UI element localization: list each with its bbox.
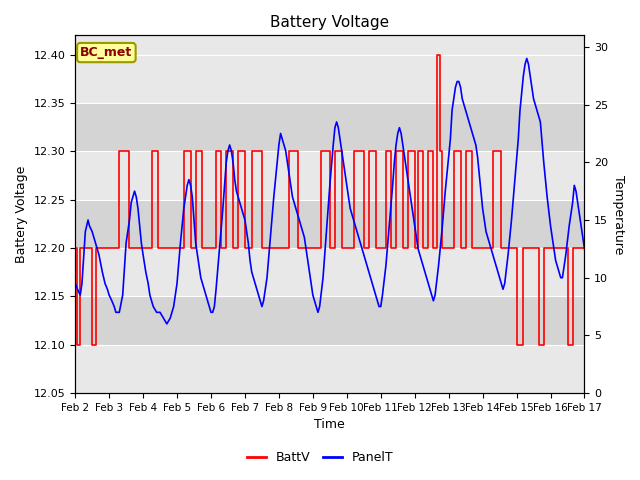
Title: Battery Voltage: Battery Voltage — [270, 15, 389, 30]
Bar — [75, 200, 584, 248]
X-axis label: Time: Time — [314, 419, 345, 432]
Bar — [75, 103, 584, 151]
Y-axis label: Battery Voltage: Battery Voltage — [15, 166, 28, 263]
Bar — [75, 297, 584, 345]
Y-axis label: Temperature: Temperature — [612, 175, 625, 254]
Legend: BattV, PanelT: BattV, PanelT — [242, 446, 398, 469]
Text: BC_met: BC_met — [80, 46, 132, 59]
